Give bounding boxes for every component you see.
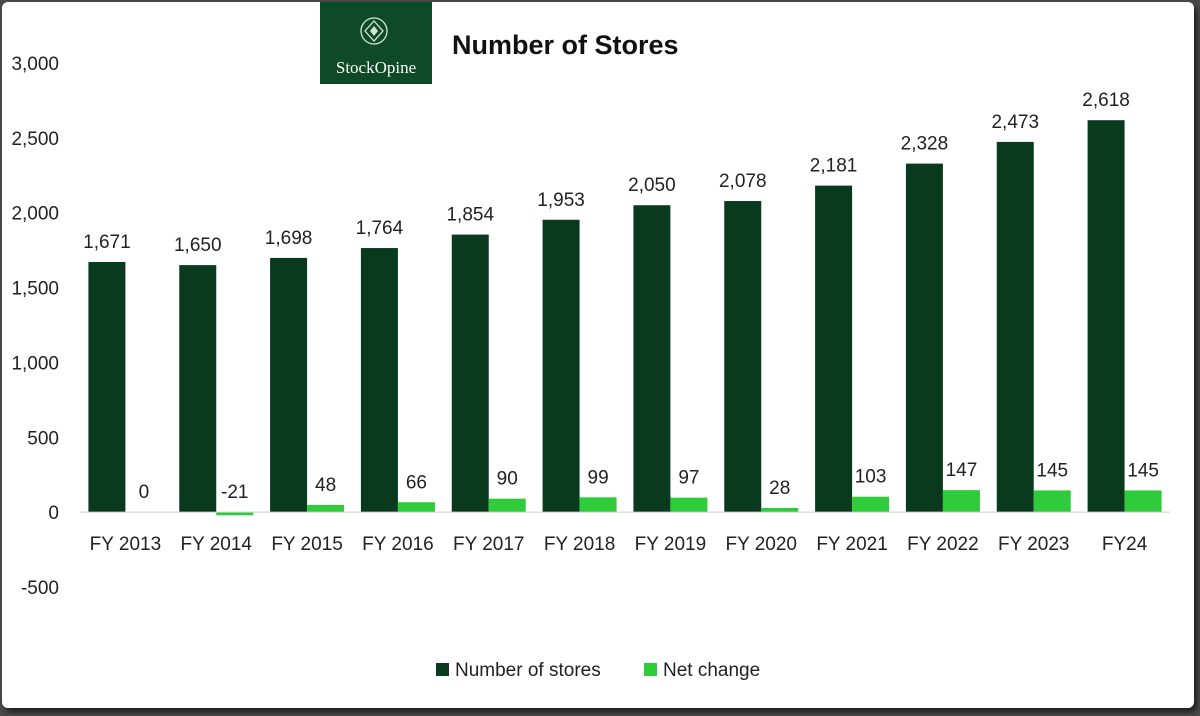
store-count-label: 1,953 bbox=[537, 190, 585, 211]
store-count-label: 2,328 bbox=[901, 134, 949, 155]
store-count-label: 1,671 bbox=[83, 232, 131, 253]
legend-label: Net change bbox=[663, 660, 760, 681]
net-change-label: 97 bbox=[678, 468, 699, 489]
chart-panel: StockOpine Number of Stores -500 0 500 1,00… bbox=[2, 2, 1194, 708]
net-change-label: 103 bbox=[855, 467, 887, 488]
x-tick-label: FY 2014 bbox=[181, 534, 253, 555]
stockopine-logo: StockOpine bbox=[320, 2, 432, 84]
net-change-bar bbox=[397, 502, 435, 513]
legend: Number of stores Net change bbox=[436, 660, 760, 681]
net-change-bar bbox=[942, 490, 980, 513]
store-count-label: 1,854 bbox=[446, 205, 494, 226]
net-change-bar bbox=[579, 497, 617, 513]
store-count-bar bbox=[179, 265, 217, 513]
net-change-label: 99 bbox=[588, 467, 609, 488]
legend-label: Number of stores bbox=[455, 660, 601, 681]
net-change-label: 48 bbox=[315, 475, 336, 496]
store-count-label: 2,050 bbox=[628, 175, 676, 196]
logo-background bbox=[320, 2, 432, 84]
net-change-bar bbox=[1033, 490, 1071, 513]
net-change-bar bbox=[216, 512, 254, 516]
net-change-label: 90 bbox=[497, 469, 518, 490]
store-count-bar bbox=[1087, 120, 1125, 513]
net-change-label: 28 bbox=[769, 478, 790, 499]
x-tick-label: FY 2018 bbox=[544, 534, 615, 555]
y-tick-label: 2,500 bbox=[11, 129, 59, 150]
y-tick-label: 1,000 bbox=[11, 353, 59, 374]
chart-title: Number of Stores bbox=[452, 30, 679, 60]
x-tick-label: FY 2017 bbox=[453, 534, 524, 555]
x-tick-label: FY24 bbox=[1102, 534, 1148, 555]
chart: StockOpine Number of Stores -500 0 500 1,00… bbox=[11, 2, 1170, 681]
y-tick-label: 3,000 bbox=[11, 54, 59, 75]
logo-text: StockOpine bbox=[336, 58, 416, 77]
x-tick-label: FY 2023 bbox=[998, 534, 1069, 555]
store-count-label: 2,078 bbox=[719, 171, 767, 192]
store-count-label: 2,473 bbox=[991, 112, 1039, 133]
net-change-label: 66 bbox=[406, 472, 427, 493]
x-tick-label: FY 2015 bbox=[271, 534, 342, 555]
x-tick-label: FY 2016 bbox=[362, 534, 433, 555]
x-tick-label: FY 2020 bbox=[726, 534, 797, 555]
legend-swatch bbox=[436, 663, 449, 676]
y-tick-label: 2,000 bbox=[11, 204, 59, 225]
x-axis: FY 2013 FY 2014 FY 2015 FY 2016 FY 2017 FY 20… bbox=[80, 511, 1170, 555]
store-count-label: 2,618 bbox=[1082, 90, 1130, 111]
net-change-label: 145 bbox=[1036, 460, 1068, 481]
y-axis: -500 0 500 1,000 1,500 2,000 2,500 3,000 bbox=[11, 54, 59, 599]
x-tick-label: FY 2022 bbox=[907, 534, 978, 555]
net-change-label: 145 bbox=[1127, 460, 1159, 481]
store-count-label: 1,650 bbox=[174, 235, 222, 256]
net-change-label: 0 bbox=[139, 482, 150, 503]
store-count-bar bbox=[905, 163, 943, 513]
x-tick-label: FY 2013 bbox=[90, 534, 161, 555]
store-count-label: 1,698 bbox=[265, 228, 313, 249]
y-tick-label: -500 bbox=[21, 578, 59, 599]
store-count-bar bbox=[996, 141, 1034, 513]
bars: 1,671 1,650 1,698 1,764 1,854 1,953 2,050 2,078… bbox=[83, 90, 1162, 516]
store-count-bar bbox=[88, 261, 126, 513]
store-count-bar bbox=[724, 201, 762, 513]
store-count-bar bbox=[360, 248, 398, 513]
store-count-bar bbox=[451, 234, 489, 513]
x-tick-label: FY 2021 bbox=[816, 534, 887, 555]
net-change-bar bbox=[307, 504, 345, 513]
store-count-bar bbox=[270, 257, 308, 513]
net-change-bar bbox=[852, 496, 890, 513]
y-tick-label: 0 bbox=[48, 503, 59, 524]
net-change-bar bbox=[1124, 490, 1162, 513]
legend-swatch bbox=[644, 663, 657, 676]
y-tick-label: 1,500 bbox=[11, 279, 59, 300]
net-change-bar bbox=[761, 507, 799, 513]
y-tick-label: 500 bbox=[27, 428, 59, 449]
diamond-emblem-icon bbox=[360, 17, 388, 45]
store-count-label: 2,181 bbox=[810, 156, 858, 177]
store-count-label: 1,764 bbox=[356, 218, 404, 239]
net-change-bar bbox=[488, 498, 526, 513]
store-count-bar bbox=[542, 219, 580, 513]
net-change-label: -21 bbox=[221, 482, 248, 503]
store-count-bar bbox=[815, 185, 853, 513]
net-change-bar bbox=[670, 497, 708, 513]
x-tick-label: FY 2019 bbox=[635, 534, 706, 555]
net-change-label: 147 bbox=[946, 460, 978, 481]
store-count-bar bbox=[633, 205, 671, 513]
